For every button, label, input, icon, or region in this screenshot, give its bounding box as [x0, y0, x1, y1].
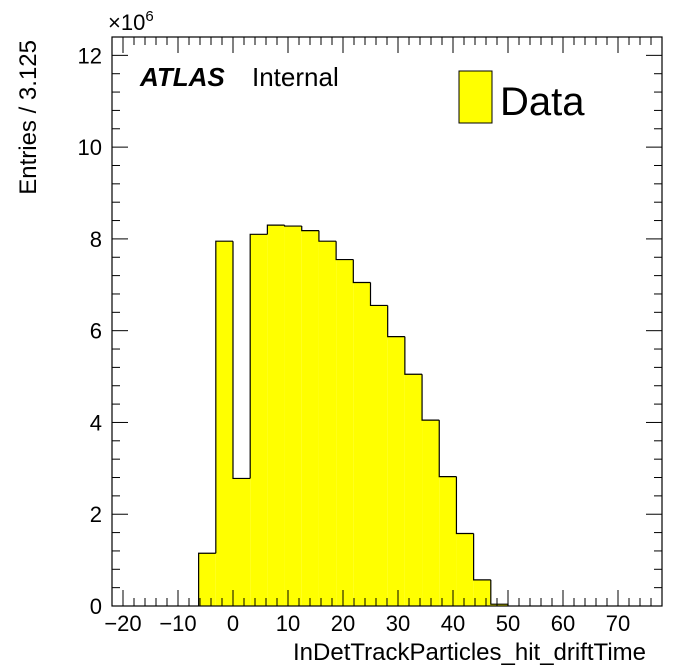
histogram-bar	[336, 259, 354, 606]
histogram-bar	[353, 282, 371, 606]
tick-labels: −20 −10 0 10 20 30 40 50 60 70 0 2 4 6 8 10 12	[78, 43, 631, 636]
legend-swatch-data	[458, 70, 493, 124]
histogram-bar	[439, 476, 457, 606]
histogram-bar	[215, 241, 233, 607]
y-tick-label: 8	[90, 227, 102, 252]
histogram-outline	[198, 224, 509, 606]
y-tick-label: 12	[78, 43, 102, 68]
x-tick-label: 20	[331, 611, 355, 636]
histogram-bar	[198, 553, 216, 606]
x-tick-label: 10	[276, 611, 300, 636]
histogram-bar	[284, 226, 302, 606]
histogram-bar	[404, 374, 423, 606]
y-axis-multiplier: ×106	[108, 8, 154, 35]
histogram-bar	[387, 336, 405, 606]
x-tick-label: −20	[104, 611, 141, 636]
histogram-bar	[490, 604, 508, 606]
y-tick-label: 6	[90, 319, 102, 344]
histogram-bar	[422, 420, 440, 606]
y-axis-title: Entries / 3.125	[15, 40, 42, 195]
y-tick-label: 0	[90, 594, 102, 619]
histogram-bars	[198, 224, 509, 607]
histogram-bar	[301, 230, 319, 606]
x-tick-label: −10	[159, 611, 196, 636]
x-tick-label: 70	[606, 611, 630, 636]
histogram-bar	[473, 579, 491, 606]
axis-ticks	[112, 37, 662, 607]
histogram-bar	[267, 225, 285, 607]
histogram-bar	[233, 478, 251, 606]
x-tick-label: 30	[386, 611, 410, 636]
histogram-bar	[456, 533, 474, 606]
y-tick-label: 2	[90, 502, 102, 527]
x-tick-label: 40	[441, 611, 465, 636]
histogram-bar	[318, 241, 337, 607]
x-tick-label: 50	[496, 611, 520, 636]
y-tick-label: 4	[90, 410, 102, 435]
x-tick-label: 60	[551, 611, 575, 636]
legend-label-data: Data	[500, 80, 585, 124]
x-tick-label: 0	[227, 611, 239, 636]
atlas-label: ATLAS	[139, 62, 225, 92]
x-axis-title: InDetTrackParticles_hit_driftTime	[293, 639, 646, 666]
histogram-bar	[250, 234, 268, 606]
internal-label: Internal	[252, 62, 339, 92]
y-tick-label: 10	[78, 135, 102, 160]
histogram-bar	[370, 305, 388, 606]
